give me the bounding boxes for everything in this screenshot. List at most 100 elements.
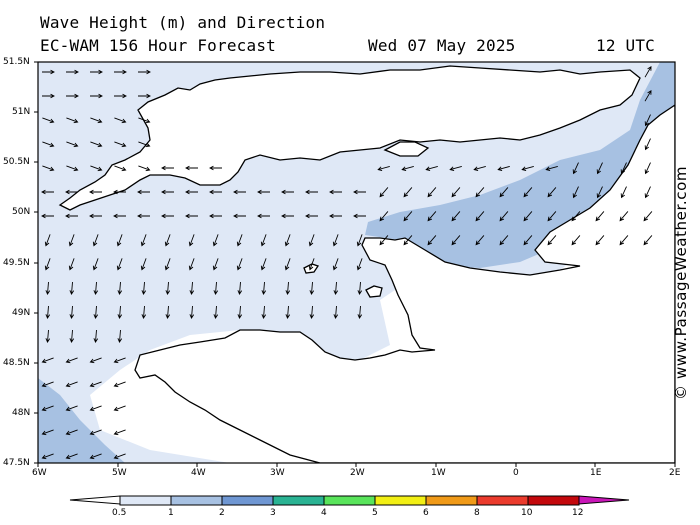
wave-arrow: [66, 93, 79, 99]
wave-arrow: [89, 453, 102, 460]
wave-arrow: [379, 235, 389, 246]
wave-arrow: [140, 258, 147, 271]
wave-arrow: [499, 211, 509, 222]
lon-label-1w: 1W: [431, 468, 446, 478]
wave-arrow: [619, 211, 629, 222]
wave-arrow: [308, 258, 315, 271]
wave-arrow: [285, 305, 291, 319]
wave-arrow: [644, 138, 651, 151]
wave-arrow: [113, 381, 126, 388]
wave-arrow: [69, 329, 75, 343]
wave-arrow: [547, 187, 557, 198]
wave-arrow: [141, 305, 147, 319]
wave-arrow: [161, 213, 174, 219]
wave-arrow: [117, 329, 123, 343]
wave-arrow: [41, 405, 54, 412]
wave-arrow: [68, 234, 75, 247]
wave-arrow: [236, 234, 243, 247]
wave-arrow: [451, 235, 461, 246]
lat-label-50-5n: 50.5N: [3, 157, 30, 167]
wave-arrow: [66, 69, 79, 75]
wave-arrow: [89, 189, 102, 195]
wave-arrow: [643, 235, 653, 246]
legend-label-0-5: 0.5: [112, 508, 127, 518]
legend-bin-3: [272, 495, 325, 506]
isle-of-wight: [383, 141, 430, 157]
wave-arrow: [68, 258, 75, 271]
wave-arrow: [499, 187, 509, 198]
wave-arrow: [66, 141, 79, 148]
wave-arrow: [284, 234, 291, 247]
legend-bin-1: [170, 495, 223, 506]
wave-arrow: [212, 234, 219, 247]
wave-arrow: [329, 189, 342, 195]
wave-arrow: [138, 141, 151, 148]
wave-arrow: [45, 281, 51, 295]
wave-arrow: [114, 93, 127, 99]
wave-arrow: [89, 381, 102, 388]
wave-arrow: [45, 329, 51, 343]
lat-label-49n: 49N: [12, 308, 31, 318]
wave-arrow: [305, 189, 318, 195]
wave-arrow: [41, 429, 54, 436]
wave-arrow: [42, 93, 55, 99]
wave-arrow: [137, 189, 150, 195]
legend-bin-6: [425, 495, 478, 506]
wave-arrow: [165, 305, 171, 319]
lat-ticks: [34, 61, 38, 464]
legend-label-8: 8: [474, 508, 480, 518]
wave-arrow: [475, 235, 485, 246]
wave-arrow: [164, 234, 171, 247]
wave-arrow: [281, 189, 294, 195]
wave-arrow: [188, 258, 195, 271]
wave-arrow: [93, 305, 99, 319]
wave-arrow: [161, 165, 174, 171]
wave-arrow: [309, 305, 315, 319]
wave-arrow: [42, 69, 55, 75]
wave-arrow: [261, 281, 267, 295]
wave-arrow: [379, 187, 389, 198]
wave-arrow: [233, 189, 246, 195]
lon-label-1e: 1E: [590, 468, 602, 478]
wave-arrow: [113, 189, 126, 195]
wave-arrow: [117, 305, 123, 319]
lat-label-48-5n: 48.5N: [3, 358, 30, 368]
wave-arrow: [523, 235, 533, 246]
wave-arrow: [114, 165, 127, 172]
wave-arrow: [547, 211, 557, 222]
wave-arrow: [427, 211, 437, 222]
wave-arrow: [66, 117, 79, 124]
wave-arrow: [66, 165, 79, 172]
wave-arrow: [401, 165, 414, 171]
legend-label-3: 3: [270, 508, 276, 518]
legend-bin-2: [221, 495, 274, 506]
wave-arrow: [261, 305, 267, 319]
wave-arrow: [41, 213, 54, 219]
wave-arrow: [237, 305, 243, 319]
legend-bin-7: [476, 495, 529, 506]
lon-label-2e: 2E: [669, 468, 681, 478]
wave-arrow: [427, 235, 437, 246]
wave-arrow: [161, 189, 174, 195]
wave-arrow: [497, 165, 510, 171]
wave-arrow: [113, 429, 126, 436]
wave-arrow: [188, 234, 195, 247]
wave-arrow: [65, 189, 78, 195]
france-coast: [134, 104, 675, 463]
wave-arrow: [42, 141, 55, 148]
wave-arrow: [644, 89, 652, 102]
wave-arrow: [451, 211, 461, 222]
land-masses: [58, 65, 675, 463]
wave-arrow: [69, 281, 75, 295]
wave-arrow: [332, 234, 339, 247]
wave-arrow: [523, 187, 533, 198]
wave-arrow: [65, 357, 78, 364]
wave-arrow: [116, 234, 123, 247]
wave-arrow: [475, 211, 485, 222]
map-title: Wave Height (m) and Direction: [40, 13, 326, 32]
legend-bin-0: [119, 495, 172, 506]
wave-arrow: [185, 189, 198, 195]
wave-arrow: [379, 211, 389, 222]
wave-arrow: [90, 69, 103, 75]
wave-arrow: [620, 162, 627, 175]
